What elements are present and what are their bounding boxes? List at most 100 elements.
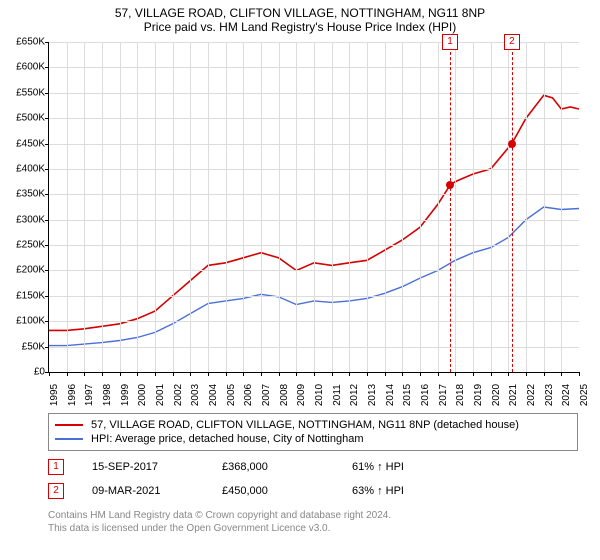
tick-mark-y [45, 67, 49, 68]
tick-mark-x [84, 372, 85, 376]
tick-mark-y [45, 220, 49, 221]
gridline-v [155, 42, 156, 372]
x-tick-label: 2001 [155, 384, 166, 406]
marker-box-2: 2 [504, 34, 520, 50]
tick-mark-x [296, 372, 297, 376]
legend-row-property: 57, VILLAGE ROAD, CLIFTON VILLAGE, NOTTI… [55, 418, 571, 432]
sale-marker: 1 [48, 459, 64, 475]
tick-mark-x [102, 372, 103, 376]
tick-mark-y [45, 42, 49, 43]
marker-vline-2 [512, 42, 513, 372]
footer-line-2: This data is licensed under the Open Gov… [48, 522, 600, 535]
tick-mark-y [45, 169, 49, 170]
tick-mark-x [332, 372, 333, 376]
title-block: 57, VILLAGE ROAD, CLIFTON VILLAGE, NOTTI… [0, 0, 600, 34]
gridline-v [402, 42, 403, 372]
legend-swatch [55, 424, 83, 426]
tick-mark-x [367, 372, 368, 376]
tick-mark-x [120, 372, 121, 376]
tick-mark-x [49, 372, 50, 376]
tick-mark-y [45, 321, 49, 322]
gridline-v [420, 42, 421, 372]
tick-mark-x [190, 372, 191, 376]
tick-mark-x [473, 372, 474, 376]
x-tick-label: 1999 [120, 384, 131, 406]
y-tick-label: £200K [1, 265, 45, 276]
tick-mark-x [155, 372, 156, 376]
gridline-v [208, 42, 209, 372]
tick-mark-x [385, 372, 386, 376]
gridline-v [561, 42, 562, 372]
sale-date: 09-MAR-2021 [92, 485, 222, 497]
x-tick-label: 2024 [561, 384, 572, 406]
y-tick-label: £550K [1, 87, 45, 98]
gridline-v [226, 42, 227, 372]
footer: Contains HM Land Registry data © Crown c… [48, 509, 600, 535]
x-tick-label: 2012 [349, 384, 360, 406]
x-tick-label: 1995 [49, 384, 60, 406]
tick-mark-y [45, 144, 49, 145]
y-tick-label: £350K [1, 189, 45, 200]
sale-row-2: 209-MAR-2021£450,00063% ↑ HPI [48, 483, 578, 499]
gridline-v [102, 42, 103, 372]
x-tick-label: 2017 [438, 384, 449, 406]
gridline-v [261, 42, 262, 372]
tick-mark-x [137, 372, 138, 376]
gridline-v [385, 42, 386, 372]
y-tick-label: £450K [1, 138, 45, 149]
x-tick-label: 2019 [473, 384, 484, 406]
gridline-v [349, 42, 350, 372]
x-tick-label: 2003 [190, 384, 201, 406]
tick-mark-y [45, 194, 49, 195]
y-tick-label: £50K [1, 341, 45, 352]
tick-mark-x [208, 372, 209, 376]
y-tick-label: £100K [1, 316, 45, 327]
gridline-v [243, 42, 244, 372]
y-tick-label: £500K [1, 113, 45, 124]
gridline-v [526, 42, 527, 372]
x-tick-label: 2025 [579, 384, 590, 406]
legend-box: 57, VILLAGE ROAD, CLIFTON VILLAGE, NOTTI… [48, 413, 578, 451]
gridline-v [173, 42, 174, 372]
gridline-v [508, 42, 509, 372]
title-sub: Price paid vs. HM Land Registry's House … [0, 20, 600, 34]
sale-pct: 63% ↑ HPI [352, 485, 482, 497]
tick-mark-x [544, 372, 545, 376]
x-tick-label: 2020 [491, 384, 502, 406]
tick-mark-x [455, 372, 456, 376]
x-tick-label: 2011 [332, 384, 343, 406]
x-tick-label: 2013 [367, 384, 378, 406]
x-tick-label: 2007 [261, 384, 272, 406]
x-tick-label: 1998 [102, 384, 113, 406]
marker-vline-1 [450, 42, 451, 372]
x-tick-label: 2014 [385, 384, 396, 406]
x-tick-label: 2015 [402, 384, 413, 406]
bottom-section: 57, VILLAGE ROAD, CLIFTON VILLAGE, NOTTI… [48, 413, 578, 499]
x-tick-label: 2022 [526, 384, 537, 406]
sale-price: £368,000 [222, 461, 352, 473]
chart-plot-area: £0£50K£100K£150K£200K£250K£300K£350K£400… [48, 42, 579, 373]
tick-mark-y [45, 347, 49, 348]
x-tick-label: 1996 [67, 384, 78, 406]
x-tick-label: 2000 [137, 384, 148, 406]
legend-label: 57, VILLAGE ROAD, CLIFTON VILLAGE, NOTTI… [91, 419, 519, 431]
x-tick-label: 2023 [544, 384, 555, 406]
tick-mark-x [243, 372, 244, 376]
x-tick-label: 2009 [296, 384, 307, 406]
legend-label: HPI: Average price, detached house, City… [91, 433, 364, 445]
tick-mark-x [226, 372, 227, 376]
x-tick-label: 2008 [279, 384, 290, 406]
tick-mark-x [173, 372, 174, 376]
tick-mark-x [508, 372, 509, 376]
y-tick-label: £250K [1, 240, 45, 251]
y-tick-label: £150K [1, 290, 45, 301]
gridline-v [473, 42, 474, 372]
legend-swatch [55, 438, 83, 440]
tick-mark-x [420, 372, 421, 376]
x-tick-label: 2005 [226, 384, 237, 406]
tick-mark-x [349, 372, 350, 376]
x-tick-label: 2010 [314, 384, 325, 406]
tick-mark-x [279, 372, 280, 376]
gridline-v [84, 42, 85, 372]
y-tick-label: £650K [1, 37, 45, 48]
